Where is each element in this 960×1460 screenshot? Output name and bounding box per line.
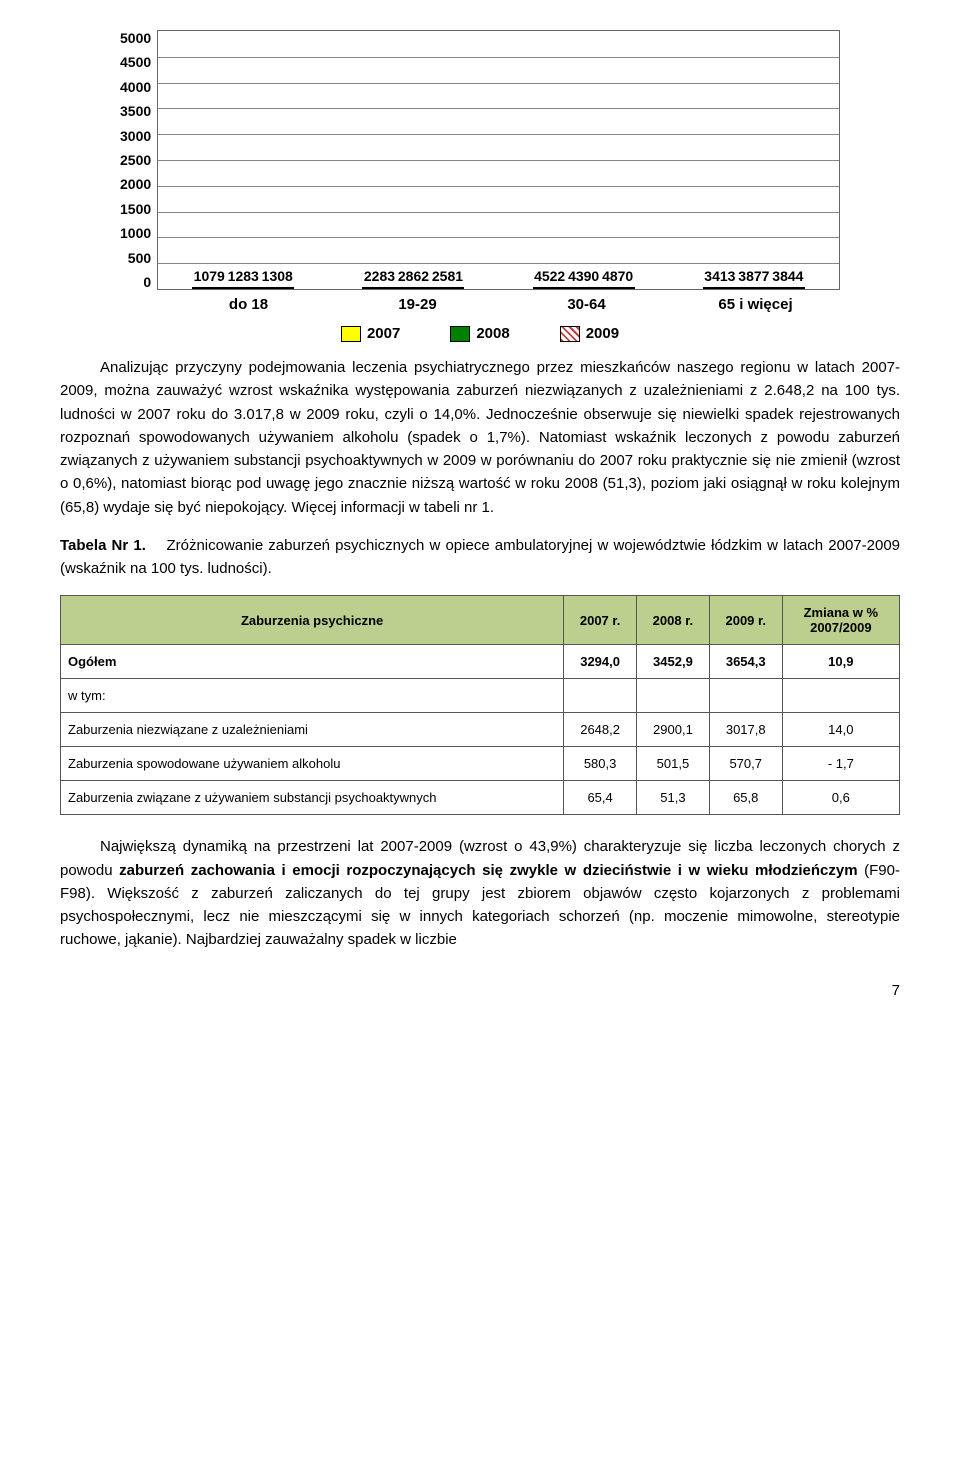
- data-table: Zaburzenia psychiczne2007 r.2008 r.2009 …: [60, 595, 900, 815]
- plot-area: 1079128313082283286225814522439048703413…: [157, 30, 840, 290]
- paragraph-2: Największą dynamiką na przestrzeni lat 2…: [60, 835, 900, 951]
- page-number: 7: [60, 982, 900, 999]
- x-axis: do 1819-2930-6465 i więcej: [164, 290, 840, 313]
- table-caption: Tabela Nr 1. Zróżnicowanie zaburzeń psyc…: [60, 534, 900, 581]
- table-label: Tabela Nr 1.: [60, 537, 146, 554]
- chart-legend: 200720082009: [120, 325, 840, 342]
- y-axis: 5000450040003500300025002000150010005000: [120, 30, 157, 290]
- paragraph-1: Analizując przyczyny podejmowania leczen…: [60, 356, 900, 519]
- bar-chart: 5000450040003500300025002000150010005000…: [120, 30, 840, 342]
- table-caption-text: Zróżnicowanie zaburzeń psychicznych w op…: [60, 537, 900, 577]
